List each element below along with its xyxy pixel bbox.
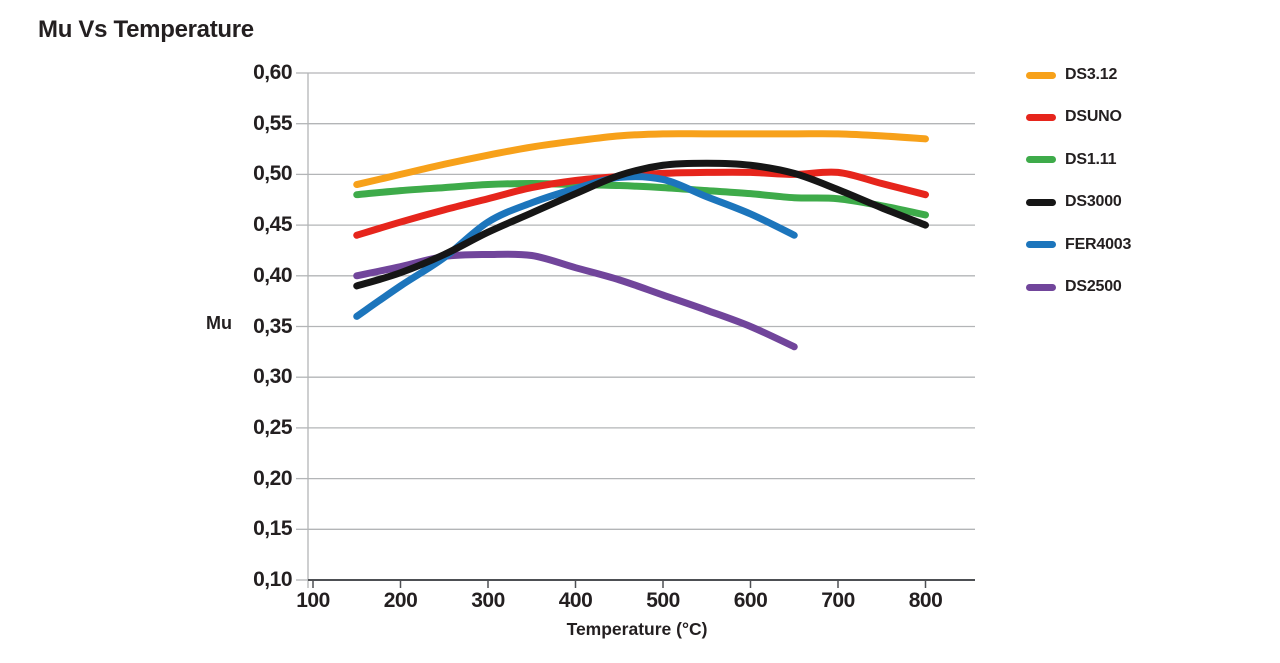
x-axis-label: Temperature (°C) <box>566 619 708 639</box>
y-tick-label: 0,25 <box>253 415 292 439</box>
legend-item-DSUNO: DSUNO <box>1026 107 1122 127</box>
y-tick-label: 0,30 <box>253 365 292 389</box>
series-line-DS1.11 <box>353 180 929 219</box>
chart-title: Mu Vs Temperature <box>38 16 254 43</box>
legend-item-DS1.11: DS1.11 <box>1026 150 1116 170</box>
x-tick-label: 200 <box>383 589 418 612</box>
x-tick-label: 300 <box>471 589 505 612</box>
legend-item-DS2500: DS2500 <box>1026 277 1122 297</box>
x-tick-label: 100 <box>296 589 330 612</box>
legend-swatch <box>1026 198 1056 206</box>
legend-item-DS3.12: DS3.12 <box>1026 65 1117 85</box>
legend-swatch <box>1026 241 1056 249</box>
legend-swatch <box>1026 283 1056 291</box>
y-tick-label: 0,35 <box>253 314 292 338</box>
series-line-FER4003 <box>353 173 798 320</box>
x-tick-label: 400 <box>558 589 593 612</box>
legend-item-FER4003: FER4003 <box>1026 235 1131 255</box>
legend-item-DS3000: DS3000 <box>1026 192 1122 212</box>
legend-swatch <box>1026 156 1056 164</box>
legend-label: DS1.11 <box>1065 150 1117 168</box>
legend-label: DS3.12 <box>1065 66 1118 83</box>
series-line-DS3000 <box>353 159 929 290</box>
y-tick-label: 0,20 <box>253 466 292 490</box>
x-tick-label: 800 <box>908 589 943 612</box>
y-axis-label: Mu <box>206 313 232 333</box>
y-tick-label: 0,40 <box>253 263 292 287</box>
y-tick-label: 0,50 <box>253 162 292 186</box>
series-line-DS3.12 <box>353 130 929 189</box>
y-tick-label: 0,10 <box>253 568 292 591</box>
legend-label: DS3000 <box>1065 193 1122 211</box>
legend-label: FER4003 <box>1065 235 1132 253</box>
legend-label: DSUNO <box>1065 108 1122 126</box>
series-line-DSUNO <box>353 168 929 239</box>
y-tick-label: 0,60 <box>253 61 292 84</box>
x-tick-label: 600 <box>733 589 768 612</box>
legend-swatch <box>1026 113 1056 121</box>
y-tick-label: 0,15 <box>253 517 292 541</box>
y-tick-label: 0,45 <box>253 213 292 237</box>
x-tick-label: 500 <box>646 589 680 612</box>
legend-label: DS2500 <box>1065 278 1122 295</box>
y-tick-label: 0,55 <box>253 111 292 135</box>
legend-swatch <box>1026 71 1056 79</box>
x-tick-label: 700 <box>821 589 855 612</box>
